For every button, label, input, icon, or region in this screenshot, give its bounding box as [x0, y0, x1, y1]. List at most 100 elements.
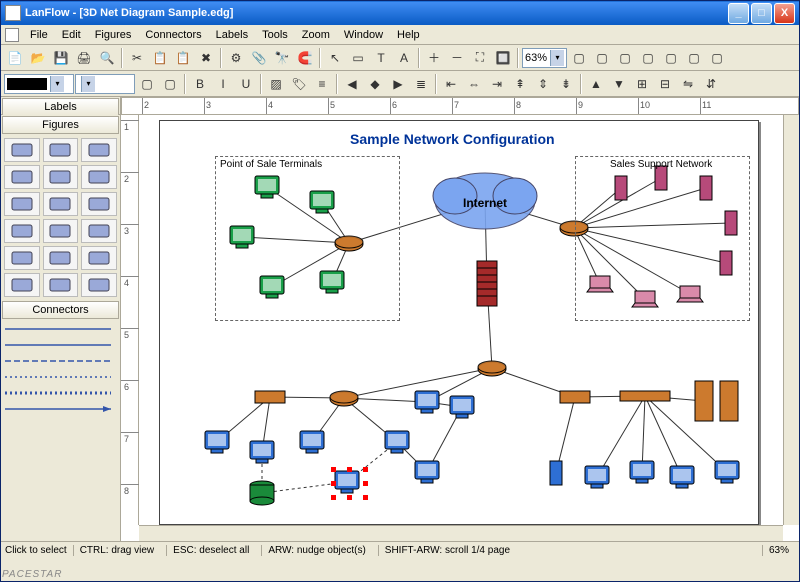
delete-button[interactable]: ✖	[195, 47, 217, 69]
attach-button[interactable]: 📎	[248, 47, 270, 69]
figures-panel-header[interactable]: Figures	[2, 116, 119, 134]
preview-button[interactable]: 🔍	[96, 47, 118, 69]
ungroup-button[interactable]: ⊟	[654, 73, 676, 95]
figure-swatch-13[interactable]	[43, 246, 79, 270]
figure-swatch-9[interactable]	[4, 219, 40, 243]
figure-swatch-8[interactable]	[81, 192, 117, 216]
pos-group-box[interactable]	[215, 156, 400, 321]
open-button[interactable]: 📂	[27, 47, 49, 69]
layers-button[interactable]: ▢	[614, 47, 636, 69]
menu-edit[interactable]: Edit	[55, 27, 88, 43]
snap-button[interactable]: ▢	[591, 47, 613, 69]
figure-swatch-0[interactable]	[4, 138, 40, 162]
fill-button[interactable]: ▨	[265, 73, 287, 95]
cut-button[interactable]: ✂	[126, 47, 148, 69]
properties-button[interactable]: ⚙	[225, 47, 247, 69]
figure-swatch-5[interactable]	[81, 165, 117, 189]
node-router_l2[interactable]	[330, 391, 358, 406]
save-button[interactable]: 💾	[50, 47, 72, 69]
node-ws_b2[interactable]	[450, 396, 474, 418]
underline-button[interactable]: U	[235, 73, 257, 95]
figure-swatch-3[interactable]	[4, 165, 40, 189]
zoom-combo[interactable]: 63%▾	[522, 48, 567, 68]
diagram-title[interactable]: Sample Network Configuration	[350, 131, 555, 147]
settings-button[interactable]: ▢	[706, 47, 728, 69]
figure-swatch-17[interactable]	[81, 273, 117, 297]
connector-swatch-5[interactable]	[3, 404, 118, 412]
node-core_router[interactable]	[478, 361, 506, 376]
figure-swatch-10[interactable]	[43, 219, 79, 243]
left-button[interactable]: ◀	[341, 73, 363, 95]
text-button[interactable]: T	[370, 47, 392, 69]
connector-swatch-1[interactable]	[3, 340, 118, 348]
magnet-button[interactable]: 🧲	[294, 47, 316, 69]
sales-group-box[interactable]	[575, 156, 750, 321]
font-combo[interactable]: ▾	[75, 74, 135, 94]
connectors-panel-header[interactable]: Connectors	[2, 301, 119, 319]
copy-button[interactable]: 📋	[149, 47, 171, 69]
sales-group-label[interactable]: Sales Support Network	[610, 159, 712, 170]
minimize-button[interactable]: _	[728, 3, 749, 24]
figure-swatch-6[interactable]	[4, 192, 40, 216]
canvas[interactable]: Sample Network Configuration Point of Sa…	[139, 115, 783, 525]
node-server1[interactable]	[695, 381, 713, 421]
node-ws_r4[interactable]	[715, 461, 739, 483]
paste-button[interactable]: 📋	[172, 47, 194, 69]
figure-swatch-4[interactable]	[43, 165, 79, 189]
menu-tools[interactable]: Tools	[255, 27, 295, 43]
diagram-page[interactable]: Sample Network Configuration Point of Sa…	[159, 120, 759, 525]
font-name-button[interactable]: ▢	[159, 73, 181, 95]
menu-window[interactable]: Window	[337, 27, 390, 43]
connector-swatch-0[interactable]	[3, 324, 118, 332]
align-l-button[interactable]: ⇤	[440, 73, 462, 95]
font-size-button[interactable]: ▢	[136, 73, 158, 95]
align-button[interactable]: ≡	[311, 73, 333, 95]
node-switch_l[interactable]	[255, 391, 285, 403]
node-switch_r[interactable]	[560, 391, 590, 403]
close-button[interactable]: X	[774, 3, 795, 24]
find-button[interactable]: 🔭	[271, 47, 293, 69]
figure-swatch-16[interactable]	[43, 273, 79, 297]
menu-zoom[interactable]: Zoom	[295, 27, 337, 43]
align-r-button[interactable]: ⇥	[486, 73, 508, 95]
label-button[interactable]: 🏷	[288, 73, 310, 95]
connector-swatch-3[interactable]	[3, 372, 118, 380]
lock-button[interactable]: ▢	[683, 47, 705, 69]
node-ws_b1[interactable]	[415, 391, 439, 413]
connector-swatch-4[interactable]	[3, 388, 118, 396]
zoom-region-button[interactable]: 🔲	[492, 47, 514, 69]
pointer-button[interactable]: ↖	[324, 47, 346, 69]
align-c-button[interactable]: ⇔	[463, 73, 485, 95]
menu-help[interactable]: Help	[390, 27, 427, 43]
figure-swatch-14[interactable]	[81, 246, 117, 270]
horizontal-scrollbar[interactable]	[139, 525, 783, 541]
menu-file[interactable]: File	[23, 27, 55, 43]
vertical-scrollbar[interactable]	[783, 115, 799, 525]
cloud-label[interactable]: Internet	[463, 196, 507, 210]
group-button[interactable]: ⊞	[631, 73, 653, 95]
node-ws_r3[interactable]	[670, 466, 694, 488]
zoom-extents-button[interactable]: ⛶	[469, 47, 491, 69]
shadow-button[interactable]: ▢	[637, 47, 659, 69]
flip-v-button[interactable]: ⇵	[700, 73, 722, 95]
menu-labels[interactable]: Labels	[209, 27, 255, 43]
pos-group-label[interactable]: Point of Sale Terminals	[220, 159, 322, 170]
node-ws_l2[interactable]	[250, 441, 274, 463]
labels-panel-header[interactable]: Labels	[2, 98, 119, 116]
align-m-button[interactable]: ⇕	[532, 73, 554, 95]
node-ws_r1[interactable]	[585, 466, 609, 488]
align-t-button[interactable]: ⇞	[509, 73, 531, 95]
align-b-button[interactable]: ⇟	[555, 73, 577, 95]
node-ws_r2[interactable]	[630, 461, 654, 483]
node-ws_m2[interactable]	[415, 461, 439, 483]
menu-connectors[interactable]: Connectors	[138, 27, 208, 43]
figure-swatch-7[interactable]	[43, 192, 79, 216]
italic-button[interactable]: I	[212, 73, 234, 95]
back-button[interactable]: ▼	[608, 73, 630, 95]
bold-button[interactable]: B	[189, 73, 211, 95]
print-button[interactable]: 🖨	[73, 47, 95, 69]
3d-button[interactable]: ▢	[660, 47, 682, 69]
node-ws_l1[interactable]	[205, 431, 229, 453]
node-rack_sw[interactable]	[620, 391, 670, 401]
maximize-button[interactable]: □	[751, 3, 772, 24]
